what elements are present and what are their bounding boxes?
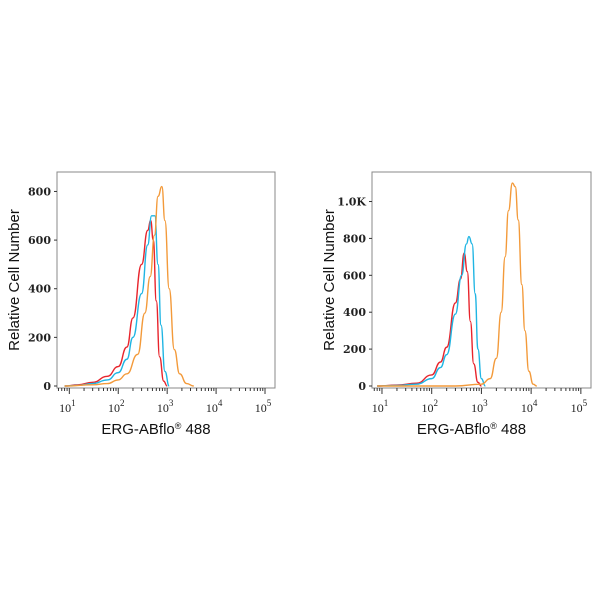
x-axis-label-rest: 488 (497, 421, 526, 438)
x-axis-label: ERG-ABflo® 488 (101, 421, 210, 438)
y-tick-label: 400 (343, 306, 366, 319)
y-tick-label: 600 (28, 234, 51, 247)
x-tick-label: 104 (206, 398, 223, 415)
y-tick-label: 1.0K (337, 196, 366, 209)
x-tick-label: 101 (372, 398, 389, 415)
x-tick-label: 101 (59, 398, 76, 415)
x-axis-label: ERG-ABflo® 488 (417, 421, 526, 438)
histogram-panel-2: 0 200 400 600 800 1.0K 101 102 103 104 105 ERG-ABfl… (321, 171, 592, 438)
x-tick-label: 103 (471, 398, 488, 415)
x-tick-exponent: 4 (218, 398, 223, 408)
x-tick-label: 104 (521, 398, 538, 415)
x-tick-label: 102 (108, 398, 124, 415)
histogram-series-3 (377, 182, 537, 387)
y-tick-label: 200 (343, 343, 366, 356)
histogram-series-2 (377, 235, 486, 387)
y-axis-label: Relative Cell Number (6, 209, 23, 351)
y-tick-label: 800 (343, 232, 366, 245)
x-tick-exponent: 1 (71, 398, 76, 408)
x-tick-exponent: 5 (267, 398, 272, 408)
x-tick-label: 103 (157, 398, 174, 415)
histogram-series-2 (64, 215, 170, 387)
x-tick-exponent: 2 (120, 398, 125, 408)
x-tick-exponent: 3 (483, 398, 488, 408)
x-tick-exponent: 2 (433, 398, 438, 408)
y-tick-label: 200 (28, 331, 51, 344)
histogram-series-1 (377, 252, 482, 387)
histogram-panel-1: 0 200 400 600 800 101 102 103 104 105 ERG-ABflo® 4… (6, 171, 276, 438)
registered-mark: ® (175, 421, 182, 431)
x-tick-exponent: 3 (169, 398, 174, 408)
histogram-series-3 (64, 185, 194, 387)
registered-mark: ® (490, 421, 497, 431)
x-tick-exponent: 4 (533, 398, 538, 408)
x-axis-label-rest: 488 (181, 421, 210, 438)
plot-frame (56, 171, 276, 389)
plot-frame (371, 171, 592, 389)
x-tick-label: 105 (255, 398, 272, 415)
y-tick-label: 600 (343, 269, 366, 282)
x-tick-label: 102 (421, 398, 438, 415)
y-tick-label: 0 (43, 380, 51, 393)
x-tick-exponent: 5 (583, 398, 588, 408)
histogram-series-1 (64, 219, 168, 387)
y-tick-label: 800 (28, 185, 51, 198)
y-tick-label: 400 (28, 283, 51, 296)
x-tick-exponent: 1 (384, 398, 389, 408)
y-tick-label: 0 (358, 380, 366, 393)
y-axis-label: Relative Cell Number (321, 209, 338, 351)
x-tick-label: 105 (571, 398, 588, 415)
